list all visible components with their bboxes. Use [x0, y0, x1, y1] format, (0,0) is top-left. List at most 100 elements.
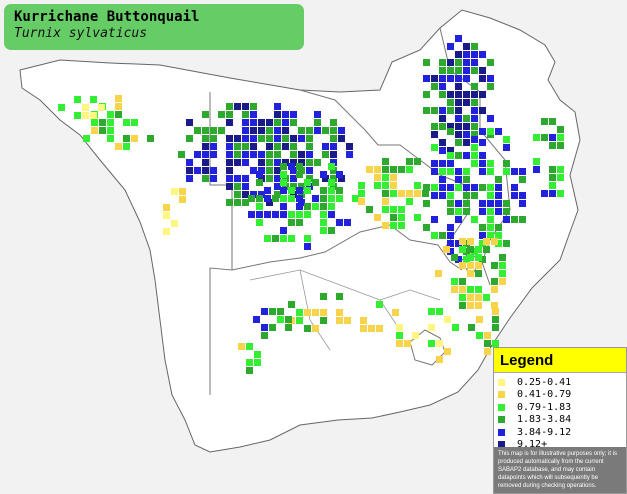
grid-cell [487, 168, 494, 175]
grid-cell [298, 191, 305, 198]
grid-cell [269, 308, 276, 315]
legend-label: 9.12+ [517, 439, 548, 450]
grid-cell [338, 135, 345, 142]
grid-cell [495, 128, 502, 135]
grid-cell [491, 238, 498, 245]
grid-cell [503, 216, 510, 223]
grid-cell [210, 127, 217, 134]
grid-cell [218, 127, 225, 134]
grid-cell [264, 187, 271, 194]
grid-cell [455, 107, 462, 114]
grid-cell [274, 143, 281, 150]
legend-label: 0.79-1.83 [517, 401, 572, 413]
grid-cell [250, 143, 257, 150]
grid-cell [475, 254, 482, 261]
grid-cell [398, 222, 405, 229]
grid-cell [258, 151, 265, 158]
legend-panel: Legend 0.25-0.41 0.41-0.79 0.79-1.83 1.8… [493, 347, 627, 494]
grid-cell [447, 184, 454, 191]
grid-cell [298, 135, 305, 142]
grid-cell [179, 196, 186, 203]
grid-cell [147, 135, 154, 142]
legend-swatch [498, 403, 505, 411]
grid-cell [82, 112, 89, 119]
grid-cell [320, 309, 327, 316]
grid-cell [463, 256, 470, 263]
grid-cell [306, 151, 313, 158]
grid-cell [274, 111, 281, 118]
grid-cell [266, 151, 273, 158]
grid-cell [346, 143, 353, 150]
grid-cell [107, 119, 114, 126]
grid-cell [495, 232, 502, 239]
grid-cell [557, 166, 564, 173]
grid-cell [266, 199, 273, 206]
grid-cell [328, 187, 335, 194]
grid-cell [463, 51, 470, 58]
grid-cell [280, 235, 287, 242]
grid-cell [298, 199, 305, 206]
grid-cell [242, 151, 249, 158]
grid-cell [186, 159, 193, 166]
grid-cell [479, 107, 486, 114]
grid-cell [264, 195, 271, 202]
grid-cell [336, 317, 343, 324]
grid-cell [541, 118, 548, 125]
grid-cell [280, 163, 287, 170]
grid-cell [298, 127, 305, 134]
grid-cell [390, 166, 397, 173]
grid-cell [487, 160, 494, 167]
grid-cell [253, 316, 260, 323]
grid-cell [423, 107, 430, 114]
grid-cell [280, 227, 287, 234]
grid-cell [256, 171, 263, 178]
grid-cell [471, 248, 478, 255]
grid-cell [264, 211, 271, 218]
grid-cell [250, 111, 257, 118]
grid-cell [557, 190, 564, 197]
grid-cell [280, 203, 287, 210]
grid-cell [290, 175, 297, 182]
grid-cell [455, 99, 462, 106]
grid-cell [258, 119, 265, 126]
grid-cell [476, 332, 483, 339]
grid-cell [322, 127, 329, 134]
grid-cell [479, 224, 486, 231]
grid-cell [431, 184, 438, 191]
grid-cell [250, 127, 257, 134]
grid-cell [471, 160, 478, 167]
grid-cell [374, 214, 381, 221]
grid-cell [475, 294, 482, 301]
legend-list: 0.25-0.41 0.41-0.79 0.79-1.83 1.83-3.84 … [494, 376, 626, 451]
grid-cell [451, 286, 458, 293]
grid-cell [266, 175, 273, 182]
grid-cell [431, 83, 438, 90]
grid-cell [447, 147, 454, 154]
grid-cell [306, 159, 313, 166]
grid-cell [330, 183, 337, 190]
grid-cell [439, 59, 446, 66]
grid-cell [202, 175, 209, 182]
grid-cell [431, 107, 438, 114]
grid-cell [115, 103, 122, 110]
grid-cell [358, 182, 365, 189]
grid-cell [455, 59, 462, 66]
grid-cell [483, 246, 490, 253]
grid-cell [338, 175, 345, 182]
grid-cell [491, 278, 498, 285]
grid-cell [330, 167, 337, 174]
grid-cell [123, 143, 130, 150]
grid-cell [266, 135, 273, 142]
grid-cell [447, 67, 454, 74]
grid-cell [439, 192, 446, 199]
grid-cell [314, 159, 321, 166]
grid-cell [414, 182, 421, 189]
grid-cell [274, 191, 281, 198]
grid-cell [382, 166, 389, 173]
grid-cell [487, 232, 494, 239]
grid-cell [447, 123, 454, 130]
grid-cell [248, 211, 255, 218]
grid-cell [396, 340, 403, 347]
